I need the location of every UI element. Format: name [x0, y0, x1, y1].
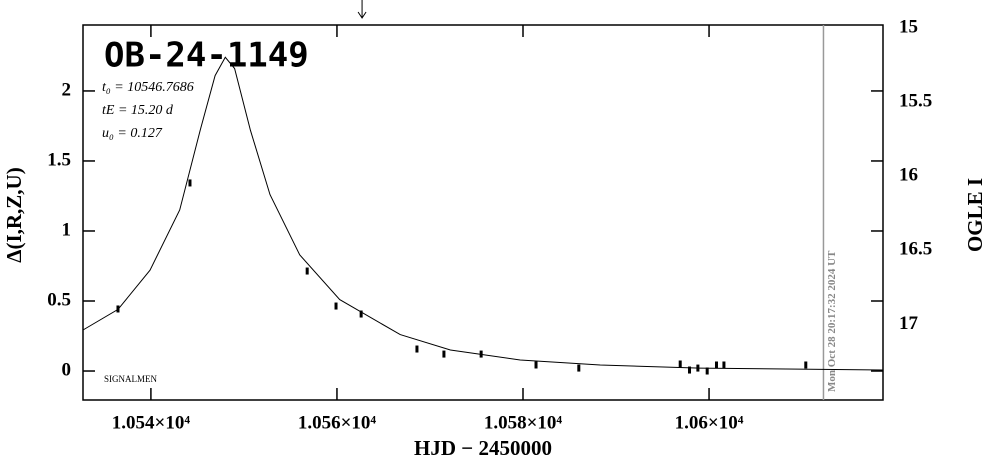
- y-tick-label: 1.5: [47, 149, 71, 170]
- data-point: [334, 302, 338, 310]
- data-point: [188, 179, 192, 187]
- annotation: tE = 15.20 d: [102, 103, 174, 118]
- chart-title: OB-24-1149: [104, 36, 309, 76]
- y-tick-label: 1: [62, 219, 72, 240]
- annotation: t₀ = 10546.7686: [102, 80, 194, 95]
- y2-tick-label: 16.5: [899, 239, 932, 260]
- x-axis-label: HJD − 2450000: [414, 436, 552, 459]
- data-point: [678, 360, 682, 368]
- timestamp: Mon Oct 28 20:17:32 2024 UT: [826, 250, 838, 392]
- data-point: [722, 361, 726, 369]
- x-tick-label: 1.058×10⁴: [484, 412, 563, 433]
- y2-tick-label: 15: [899, 16, 918, 37]
- credit: SIGNALMEN: [104, 374, 157, 384]
- data-point: [688, 366, 692, 374]
- y-tick-label: 0: [62, 359, 72, 380]
- x-tick-label: 1.054×10⁴: [112, 412, 191, 433]
- data-point: [804, 361, 808, 369]
- data-point: [705, 367, 709, 375]
- data-point: [534, 361, 538, 369]
- arrow: [357, 0, 367, 19]
- data-point: [359, 310, 363, 318]
- y2-axis-label: OGLE I: [963, 178, 986, 252]
- y-axis-label: Δ(I,R,Z,U): [2, 167, 26, 262]
- y2-tick-label: 15.5: [899, 90, 932, 111]
- model-curve: [82, 56, 884, 371]
- y2-tick-label: 17: [899, 313, 919, 334]
- data-point: [442, 350, 446, 358]
- y-tick-label: 2: [62, 79, 72, 100]
- x-tick-label: 1.056×10⁴: [298, 412, 377, 433]
- y2-tick-label: 16: [899, 165, 918, 186]
- data-point: [577, 364, 581, 372]
- data-point: [415, 345, 419, 353]
- plot-frame: [82, 24, 884, 401]
- x-tick-label: 1.06×10⁴: [675, 412, 744, 433]
- data-point: [714, 361, 718, 369]
- annotation: u₀ = 0.127: [102, 126, 163, 141]
- data-point: [305, 267, 309, 275]
- y-tick-label: 0.5: [47, 289, 71, 310]
